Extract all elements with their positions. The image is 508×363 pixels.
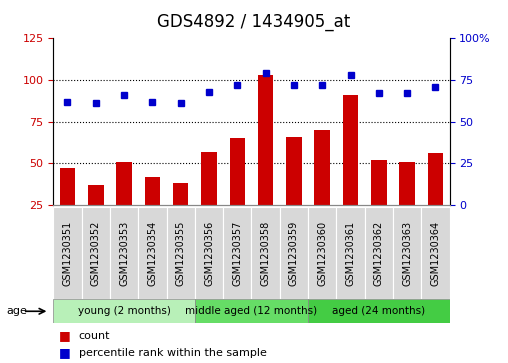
Text: GSM1230352: GSM1230352 bbox=[91, 220, 101, 286]
Text: middle aged (12 months): middle aged (12 months) bbox=[185, 306, 318, 316]
Bar bbox=[428, 153, 443, 247]
Text: ■: ■ bbox=[58, 346, 70, 359]
Bar bbox=[343, 95, 358, 247]
Bar bbox=[308, 299, 450, 323]
Bar bbox=[53, 299, 195, 323]
Text: percentile rank within the sample: percentile rank within the sample bbox=[79, 348, 267, 358]
Text: GSM1230357: GSM1230357 bbox=[232, 220, 242, 286]
Text: GSM1230353: GSM1230353 bbox=[119, 221, 129, 286]
Bar bbox=[88, 185, 104, 247]
Bar bbox=[393, 207, 421, 299]
Bar bbox=[286, 136, 302, 247]
Bar bbox=[195, 299, 308, 323]
Text: GSM1230351: GSM1230351 bbox=[62, 221, 73, 286]
Text: GSM1230354: GSM1230354 bbox=[147, 221, 157, 286]
Text: GDS4892 / 1434905_at: GDS4892 / 1434905_at bbox=[157, 13, 351, 31]
Bar bbox=[308, 207, 336, 299]
Bar bbox=[365, 207, 393, 299]
Bar bbox=[138, 207, 167, 299]
Bar bbox=[167, 207, 195, 299]
Text: age: age bbox=[6, 306, 27, 316]
Bar bbox=[110, 207, 138, 299]
Bar bbox=[336, 207, 365, 299]
Bar bbox=[82, 207, 110, 299]
Text: GSM1230360: GSM1230360 bbox=[317, 221, 327, 286]
Bar bbox=[399, 162, 415, 247]
Bar bbox=[145, 177, 160, 247]
Text: ■: ■ bbox=[58, 329, 70, 342]
Text: GSM1230356: GSM1230356 bbox=[204, 221, 214, 286]
Bar bbox=[173, 183, 188, 247]
Bar bbox=[53, 207, 82, 299]
Text: young (2 months): young (2 months) bbox=[78, 306, 171, 316]
Bar bbox=[230, 138, 245, 247]
Bar bbox=[280, 207, 308, 299]
Text: GSM1230363: GSM1230363 bbox=[402, 221, 412, 286]
Bar bbox=[223, 207, 251, 299]
Bar bbox=[421, 207, 450, 299]
Bar bbox=[60, 168, 75, 247]
Text: aged (24 months): aged (24 months) bbox=[332, 306, 425, 316]
Bar bbox=[201, 152, 217, 247]
Bar bbox=[314, 130, 330, 247]
Bar bbox=[251, 207, 280, 299]
Text: GSM1230362: GSM1230362 bbox=[374, 221, 384, 286]
Text: GSM1230358: GSM1230358 bbox=[261, 221, 271, 286]
Text: GSM1230359: GSM1230359 bbox=[289, 221, 299, 286]
Bar bbox=[116, 162, 132, 247]
Text: GSM1230364: GSM1230364 bbox=[430, 221, 440, 286]
Bar bbox=[195, 207, 223, 299]
Bar bbox=[258, 75, 273, 247]
Text: GSM1230361: GSM1230361 bbox=[345, 221, 356, 286]
Bar bbox=[371, 160, 387, 247]
Text: count: count bbox=[79, 331, 110, 341]
Text: GSM1230355: GSM1230355 bbox=[176, 220, 186, 286]
